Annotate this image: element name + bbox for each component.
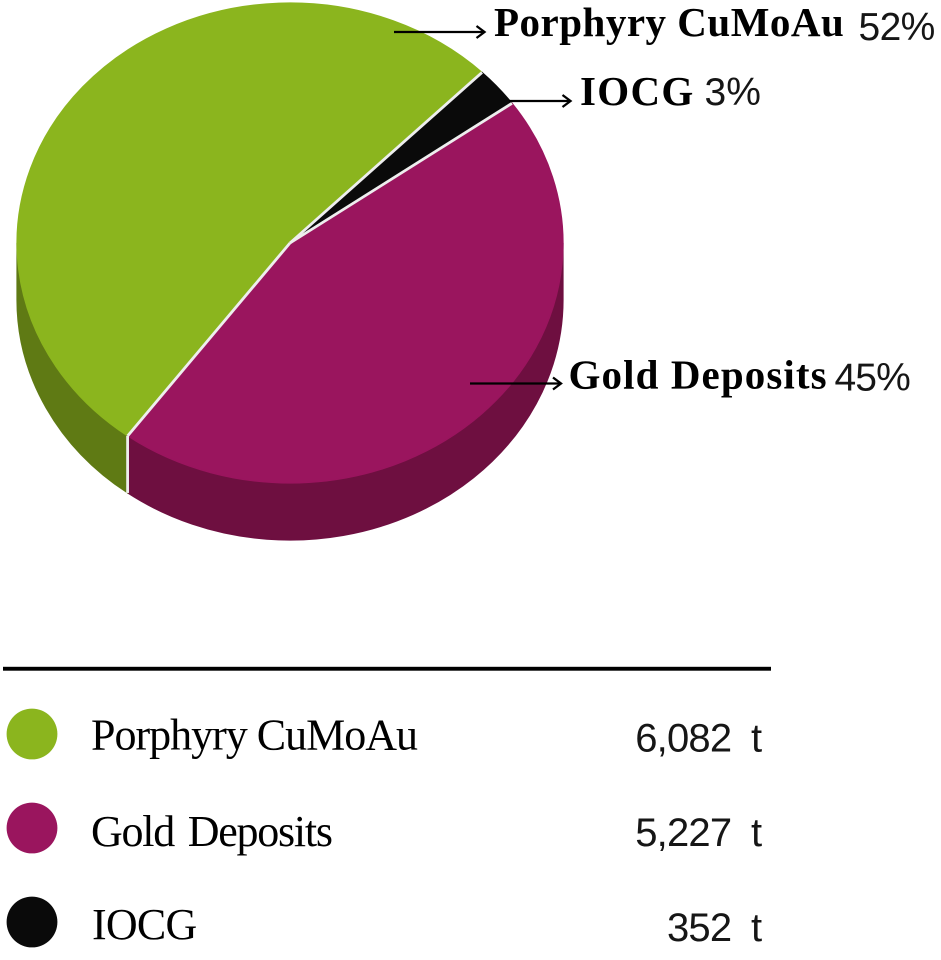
svg-text:t: t bbox=[751, 906, 762, 950]
svg-text:6,082: 6,082 bbox=[635, 717, 731, 761]
svg-text:IOCG: IOCG bbox=[580, 68, 695, 114]
svg-text:52%: 52% bbox=[859, 6, 935, 49]
svg-text:352: 352 bbox=[667, 906, 731, 950]
svg-text:45%: 45% bbox=[835, 357, 911, 400]
svg-text:t: t bbox=[751, 717, 762, 761]
svg-text:t: t bbox=[751, 811, 762, 855]
svg-text:3%: 3% bbox=[705, 71, 761, 114]
svg-text:IOCG: IOCG bbox=[92, 900, 197, 949]
svg-text:Gold Deposits: Gold Deposits bbox=[91, 807, 332, 856]
svg-text:Porphyry CuMoAu: Porphyry CuMoAu bbox=[91, 711, 418, 760]
svg-text:Gold Deposits: Gold Deposits bbox=[569, 352, 828, 398]
svg-text:5,227: 5,227 bbox=[635, 811, 731, 855]
svg-text:Porphyry CuMoAu: Porphyry CuMoAu bbox=[494, 0, 844, 45]
